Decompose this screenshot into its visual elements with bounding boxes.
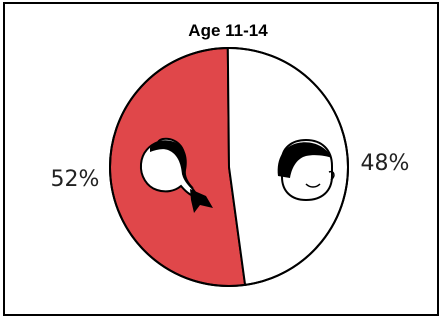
boy-head-icon <box>277 138 335 202</box>
chart-title: Age 11-14 <box>188 21 268 40</box>
girl-head-icon <box>139 137 213 213</box>
slice-label-girls: 52% <box>51 167 100 192</box>
slice-label-boys: 48% <box>361 151 410 176</box>
pie-outline <box>109 47 349 287</box>
